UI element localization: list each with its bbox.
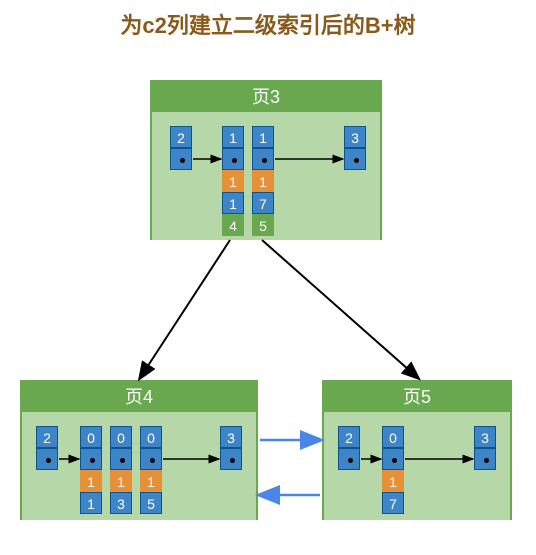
pointer-dot xyxy=(230,458,235,463)
record-cell xyxy=(222,148,244,170)
pointer-dot xyxy=(484,458,489,463)
record-cell xyxy=(474,448,496,470)
record-cell: 0 xyxy=(80,426,102,448)
record-cell: 1 xyxy=(140,470,162,492)
diagram-title: 为c2列建立二级索引后的B+树 xyxy=(0,0,536,40)
record-cell xyxy=(338,448,360,470)
record-cell: 4 xyxy=(222,214,244,236)
record-cell: 5 xyxy=(140,492,162,514)
page-body: 2111411753 xyxy=(152,112,380,240)
record-cell: 3 xyxy=(474,426,496,448)
record-cell: 7 xyxy=(252,192,274,214)
page-box: 页5 20 17 3 xyxy=(322,380,512,520)
record-cell: 0 xyxy=(382,426,404,448)
pointer-dot xyxy=(348,458,353,463)
record-cell: 1 xyxy=(80,470,102,492)
record-cell: 0 xyxy=(140,426,162,448)
pointer-dot xyxy=(46,458,51,463)
record-cell xyxy=(220,448,242,470)
page-box: 页32111411753 xyxy=(150,80,382,240)
record-cell xyxy=(252,148,274,170)
pointer-dot xyxy=(180,158,185,163)
record-cell: 1 xyxy=(252,126,274,148)
record-cell xyxy=(140,448,162,470)
record-cell: 5 xyxy=(252,214,274,236)
pointer-dot xyxy=(232,158,237,163)
pointer-dot xyxy=(262,158,267,163)
pointer-dot xyxy=(354,158,359,163)
record-cell: 1 xyxy=(222,192,244,214)
record-cell: 2 xyxy=(338,426,360,448)
record-cell: 1 xyxy=(252,170,274,192)
record-cell: 0 xyxy=(110,426,132,448)
record-cell: 1 xyxy=(110,470,132,492)
record-cell: 1 xyxy=(382,470,404,492)
tree-edge xyxy=(262,240,418,378)
page-header: 页4 xyxy=(22,382,256,412)
record-cell xyxy=(170,148,192,170)
page-body: 20110130153 xyxy=(22,412,256,520)
record-cell xyxy=(110,448,132,470)
record-cell: 1 xyxy=(222,126,244,148)
record-cell xyxy=(344,148,366,170)
pointer-dot xyxy=(392,458,397,463)
page-header: 页3 xyxy=(152,82,380,112)
record-cell xyxy=(36,448,58,470)
record-cell: 3 xyxy=(110,492,132,514)
record-cell: 7 xyxy=(382,492,404,514)
page-box: 页420110130153 xyxy=(20,380,258,520)
record-cell: 2 xyxy=(170,126,192,148)
page-header: 页5 xyxy=(324,382,510,412)
record-cell xyxy=(382,448,404,470)
pointer-dot xyxy=(120,458,125,463)
page-body: 20 17 3 xyxy=(324,412,510,520)
record-cell: 2 xyxy=(36,426,58,448)
tree-edge xyxy=(140,240,230,378)
record-cell: 3 xyxy=(220,426,242,448)
record-cell: 3 xyxy=(344,126,366,148)
record-cell: 1 xyxy=(80,492,102,514)
record-cell xyxy=(80,448,102,470)
pointer-dot xyxy=(150,458,155,463)
record-cell: 1 xyxy=(222,170,244,192)
pointer-dot xyxy=(90,458,95,463)
